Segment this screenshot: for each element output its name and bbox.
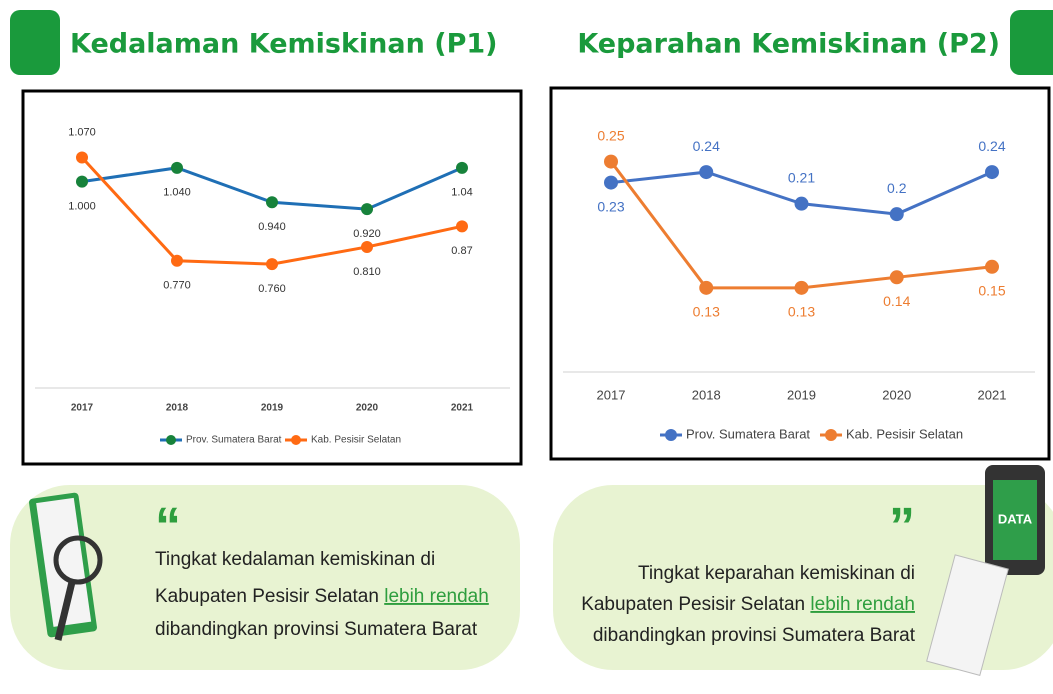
data-point bbox=[76, 151, 88, 164]
note-panel bbox=[10, 485, 520, 670]
note-panel bbox=[553, 485, 1053, 670]
data-point bbox=[361, 240, 373, 253]
data-point bbox=[699, 165, 714, 180]
x-tick-label: 2020 bbox=[882, 387, 911, 402]
note-line: Tingkat keparahan kemiskinan di bbox=[638, 563, 915, 584]
x-tick-label: 2021 bbox=[451, 403, 474, 414]
x-tick-label: 2020 bbox=[356, 403, 379, 414]
x-tick-label: 2019 bbox=[787, 387, 816, 402]
x-tick-label: 2017 bbox=[71, 403, 94, 414]
x-tick-label: 2019 bbox=[261, 403, 284, 414]
data-point bbox=[889, 270, 904, 285]
data-point bbox=[794, 280, 809, 295]
quote-mark: “ bbox=[155, 498, 181, 556]
data-label: 0.25 bbox=[597, 127, 624, 143]
header-tab bbox=[10, 10, 60, 75]
data-label: 0.940 bbox=[258, 221, 286, 233]
data-point bbox=[699, 280, 714, 295]
data-point bbox=[361, 203, 373, 216]
svg-text:DATA: DATA bbox=[998, 511, 1033, 526]
data-label: 1.04 bbox=[451, 187, 472, 199]
note-line: dibandingkan provinsi Sumatera Barat bbox=[155, 619, 478, 640]
legend-label: Kab. Pesisir Selatan bbox=[311, 435, 401, 446]
data-label: 0.810 bbox=[353, 266, 381, 278]
legend-label: Prov. Sumatera Barat bbox=[686, 426, 810, 441]
data-label: 0.21 bbox=[788, 169, 815, 185]
data-label: 1.000 bbox=[68, 201, 96, 213]
x-tick-label: 2017 bbox=[597, 387, 626, 402]
data-label: 0.24 bbox=[978, 138, 1005, 154]
data-label: 1.040 bbox=[163, 187, 191, 199]
legend-marker bbox=[166, 435, 176, 445]
data-point bbox=[604, 175, 618, 190]
legend-marker bbox=[291, 435, 301, 445]
legend-label: Prov. Sumatera Barat bbox=[186, 435, 282, 446]
data-point bbox=[794, 196, 809, 211]
note-line: Tingkat kedalaman kemiskinan di bbox=[155, 549, 435, 570]
note-line: Kabupaten Pesisir Selatan lebih rendah bbox=[581, 594, 915, 615]
x-tick-label: 2021 bbox=[978, 387, 1007, 402]
note-emphasis: lebih rendah bbox=[810, 594, 915, 615]
x-tick-label: 2018 bbox=[692, 387, 721, 402]
data-point bbox=[604, 154, 618, 169]
data-label: 0.15 bbox=[978, 282, 1005, 298]
data-label: 0.920 bbox=[353, 228, 381, 240]
data-label: 0.23 bbox=[597, 198, 624, 214]
data-point bbox=[985, 259, 999, 274]
data-point bbox=[266, 196, 278, 209]
data-point bbox=[456, 220, 468, 233]
data-label: 0.13 bbox=[693, 304, 720, 320]
chart-frame bbox=[21, 89, 523, 466]
data-label: 0.760 bbox=[258, 283, 286, 295]
data-point bbox=[985, 165, 999, 180]
legend-marker bbox=[665, 429, 677, 441]
note-emphasis: lebih rendah bbox=[384, 586, 489, 607]
data-point bbox=[76, 175, 88, 188]
data-point bbox=[889, 207, 904, 222]
chart-title: Keparahan Kemiskinan (P2) bbox=[577, 29, 1000, 60]
legend-label: Kab. Pesisir Selatan bbox=[846, 426, 963, 441]
note-text: Kabupaten Pesisir Selatan bbox=[581, 594, 805, 615]
note-line: dibandingkan provinsi Sumatera Barat bbox=[593, 625, 916, 646]
data-label: 0.770 bbox=[163, 280, 191, 292]
data-label: 1.070 bbox=[68, 126, 96, 138]
data-point bbox=[456, 161, 468, 174]
data-label: 0.2 bbox=[887, 180, 907, 196]
note-text: Kabupaten Pesisir Selatan bbox=[155, 586, 379, 607]
illustration: DATA bbox=[29, 465, 1045, 676]
chart-title: Kedalaman Kemiskinan (P1) bbox=[70, 29, 498, 60]
data-label: 0.87 bbox=[451, 245, 472, 257]
note-line: Kabupaten Pesisir Selatan lebih rendah bbox=[155, 586, 489, 607]
data-label: 0.13 bbox=[788, 304, 815, 320]
data-point bbox=[171, 161, 183, 174]
data-point bbox=[171, 254, 183, 267]
chart-frame bbox=[549, 86, 1051, 461]
legend-marker bbox=[825, 429, 837, 441]
data-label: 0.14 bbox=[883, 293, 910, 309]
header-tab bbox=[1010, 10, 1053, 75]
data-label: 0.24 bbox=[693, 138, 720, 154]
data-point bbox=[266, 258, 278, 271]
x-tick-label: 2018 bbox=[166, 403, 189, 414]
quote-mark: ” bbox=[889, 498, 915, 556]
